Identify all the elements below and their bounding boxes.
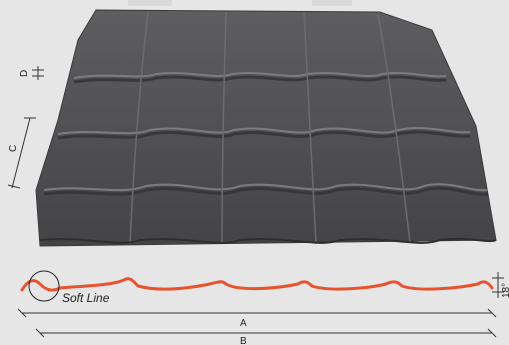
tile-profile	[20, 270, 494, 302]
label-a: A	[240, 318, 247, 329]
top-tab-right	[312, 0, 352, 6]
profile-label: Soft Line	[62, 291, 110, 305]
dimension-a	[17, 308, 497, 318]
label-d: D	[19, 70, 30, 77]
dimension-b	[35, 328, 497, 338]
tile-front-edge	[39, 237, 497, 244]
profile-line	[20, 277, 494, 292]
label-angle: 18°	[501, 283, 509, 298]
profile-detail-circle	[28, 270, 60, 302]
label-c: C	[8, 145, 19, 152]
dimension-d	[32, 66, 44, 80]
dimension-c	[7, 117, 36, 189]
label-b: B	[240, 336, 247, 345]
dimension-angle	[492, 272, 504, 298]
tile-ribs	[129, 11, 411, 245]
roof-tile-sheet	[35, 9, 497, 247]
top-tab-left	[128, 0, 172, 6]
